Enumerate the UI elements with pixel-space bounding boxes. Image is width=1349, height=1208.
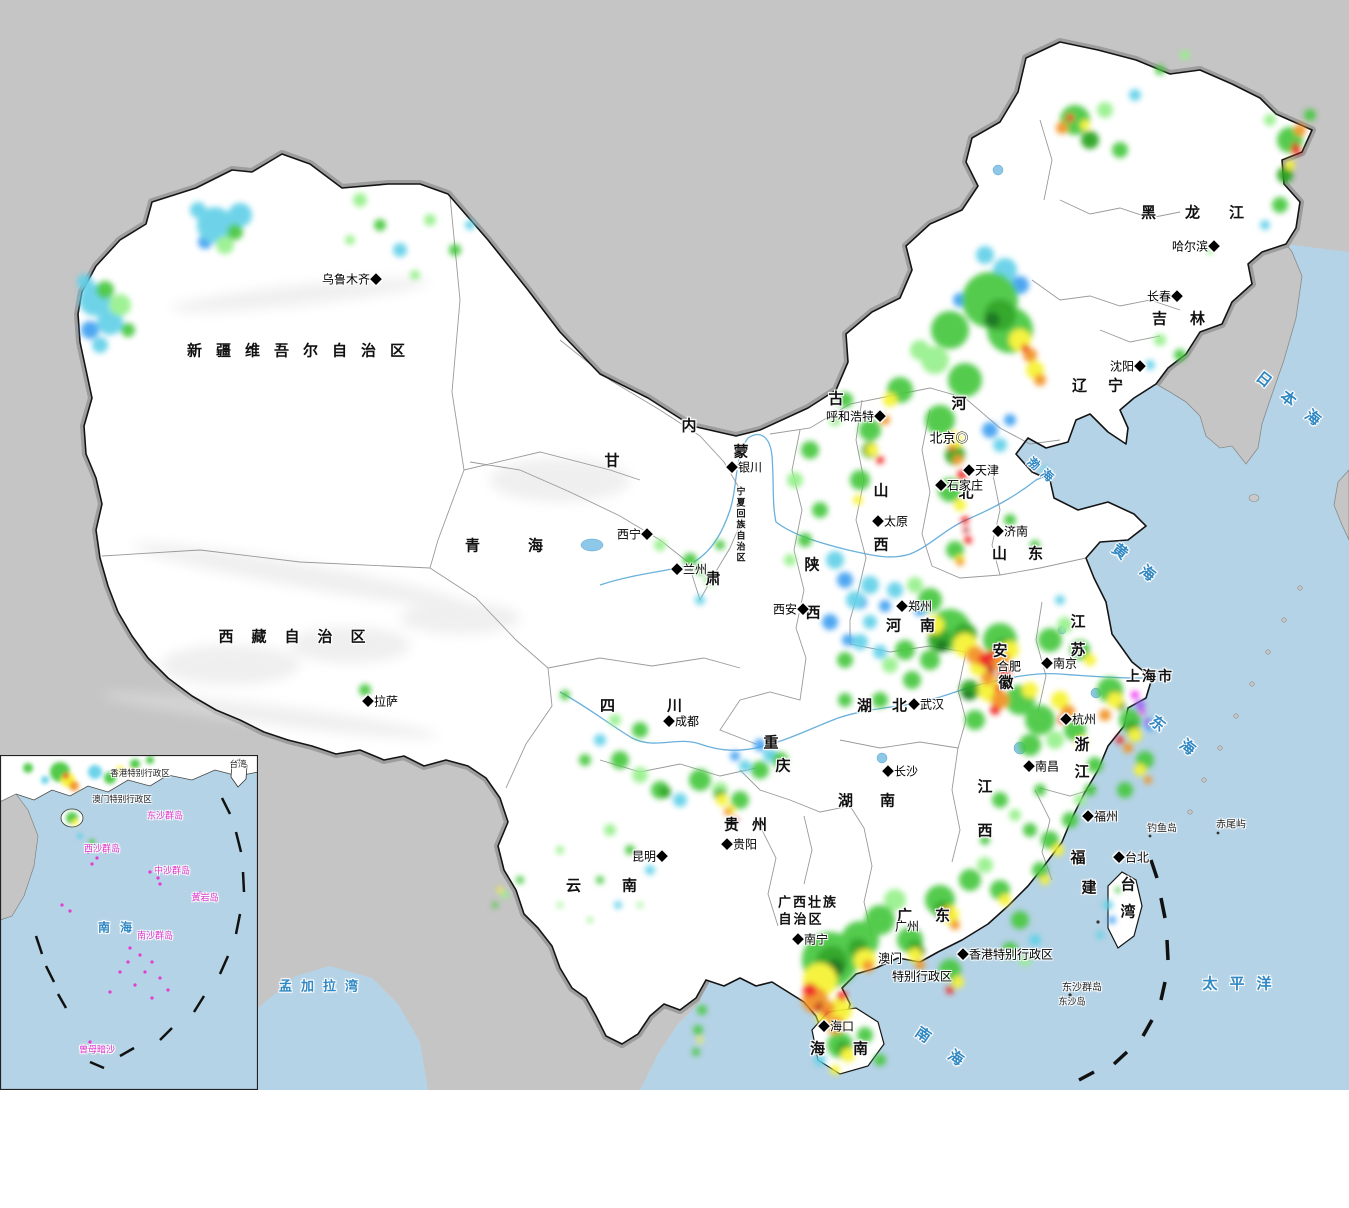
inset-dash-line (34, 797, 246, 1070)
bengal-bay-area (258, 966, 428, 1090)
east-sea-area (640, 244, 1349, 1090)
dash-boundary-line (1078, 859, 1170, 1082)
ryukyu-islands (1187, 585, 1303, 815)
inset-border (0, 755, 258, 1090)
inset-taiwan (230, 758, 248, 788)
province-boundaries (101, 119, 1181, 937)
national-border (77, 41, 1313, 1045)
inset-vietnam (0, 793, 39, 921)
legend-panel: 全国雷达拼图 [2025-06-14 16:36:00] [ 组合反射率 ] d… (0, 1090, 1349, 1208)
inset-radar-echoes (23, 756, 154, 845)
inset-island-specks (60, 850, 202, 1050)
rivers (559, 433, 1152, 751)
south-china-sea-inset (0, 755, 258, 1090)
radar-echoes (77, 50, 1316, 1075)
jeju-island (1248, 494, 1260, 502)
small-islands (1068, 831, 1220, 997)
japan-edge (1333, 469, 1349, 541)
terrain-shading (101, 278, 630, 738)
